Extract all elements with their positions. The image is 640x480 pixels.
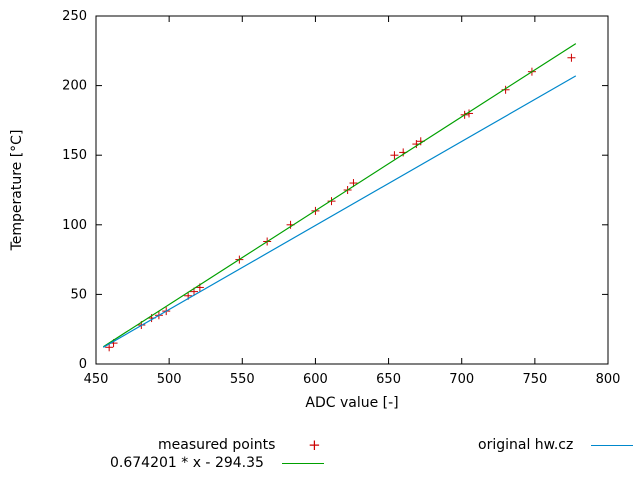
x-tick-label: 700 bbox=[449, 372, 474, 387]
x-tick-label: 450 bbox=[84, 372, 109, 387]
plot-area: 450 500 550 600 650 700 750 800 0 50 100 150 200 250 bbox=[62, 9, 620, 387]
y-axis-title: Temperature [°C] bbox=[9, 130, 25, 252]
legend-entry-fit-line: 0.674201 * x - 294.35 bbox=[110, 455, 324, 471]
legend-sample-fit bbox=[281, 462, 324, 464]
plot-border bbox=[95, 15, 609, 365]
series-line bbox=[103, 75, 577, 348]
x-axis-title: ADC value [-] bbox=[305, 395, 398, 411]
legend-label-original: original hw.cz bbox=[478, 437, 574, 453]
y-tick-label: 100 bbox=[62, 218, 87, 233]
legend-sample-original bbox=[591, 444, 634, 446]
legend-label-fit-line: 0.674201 * x - 294.35 bbox=[110, 455, 264, 471]
legend-sample-measured: + bbox=[308, 436, 321, 454]
y-tick-label: 150 bbox=[62, 148, 87, 163]
y-tick-label: 250 bbox=[62, 9, 87, 24]
x-tick-label: 550 bbox=[230, 372, 255, 387]
x-tick-label: 650 bbox=[376, 372, 401, 387]
x-tick-label: 500 bbox=[157, 372, 182, 387]
x-tick-label: 800 bbox=[596, 372, 621, 387]
series-line bbox=[102, 43, 577, 348]
legend-entry-original: original hw.cz bbox=[478, 437, 634, 453]
y-tick-label: 0 bbox=[79, 357, 87, 372]
legend-entry-measured-points: measured points + bbox=[158, 437, 335, 453]
legend-label-measured-points: measured points bbox=[158, 437, 276, 453]
x-tick-label: 750 bbox=[522, 372, 547, 387]
y-tick-label: 50 bbox=[70, 287, 87, 302]
x-tick-label: 600 bbox=[303, 372, 328, 387]
y-tick-label: 200 bbox=[62, 79, 87, 94]
